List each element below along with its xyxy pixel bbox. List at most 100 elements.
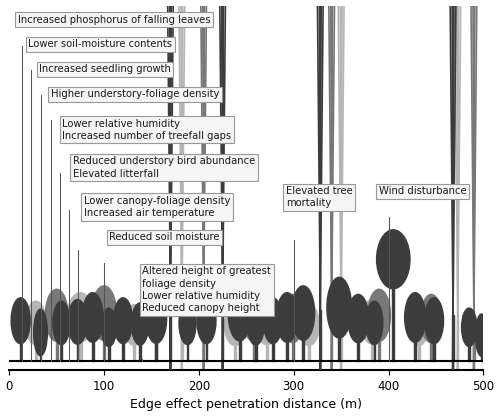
Bar: [222, 308, 224, 361]
Ellipse shape: [256, 301, 278, 344]
Ellipse shape: [476, 314, 488, 356]
Text: Wind disturbance: Wind disturbance: [378, 186, 466, 196]
Bar: [56, 332, 58, 361]
Bar: [181, 317, 182, 361]
Ellipse shape: [82, 293, 103, 342]
Ellipse shape: [146, 294, 167, 343]
Ellipse shape: [34, 309, 48, 356]
Text: Reduced soil moisture: Reduced soil moisture: [110, 232, 220, 242]
Ellipse shape: [421, 294, 442, 343]
Bar: [234, 338, 236, 361]
Bar: [272, 335, 274, 361]
Ellipse shape: [92, 286, 116, 340]
Bar: [108, 339, 110, 361]
Ellipse shape: [101, 308, 116, 347]
Ellipse shape: [197, 298, 216, 344]
Text: Lower canopy-foliage density
Increased air temperature: Lower canopy-foliage density Increased a…: [84, 196, 230, 218]
Ellipse shape: [132, 303, 148, 345]
Bar: [452, 314, 454, 361]
Text: Elevated tree
mortality: Elevated tree mortality: [286, 186, 352, 208]
X-axis label: Edge effect penetration distance (m): Edge effect penetration distance (m): [130, 399, 362, 412]
Bar: [372, 336, 374, 361]
Ellipse shape: [348, 294, 368, 343]
Ellipse shape: [376, 230, 410, 289]
Ellipse shape: [368, 289, 390, 342]
Bar: [308, 338, 310, 361]
Bar: [253, 332, 255, 361]
Text: Lower relative humidity
Increased number of treefall gaps: Lower relative humidity Increased number…: [62, 118, 232, 141]
Bar: [203, 308, 204, 361]
Bar: [320, 311, 321, 361]
Bar: [206, 335, 208, 361]
Bar: [79, 333, 82, 361]
Bar: [392, 274, 394, 361]
Text: Altered height of greatest
foliage density
Lower relative humidity
Reduced canop: Altered height of greatest foliage densi…: [142, 266, 271, 314]
Bar: [60, 337, 62, 361]
Ellipse shape: [67, 293, 94, 342]
Bar: [187, 337, 188, 361]
Bar: [457, 319, 458, 361]
Ellipse shape: [361, 299, 384, 344]
Ellipse shape: [462, 308, 476, 347]
Bar: [374, 337, 375, 361]
Ellipse shape: [11, 298, 30, 344]
Bar: [340, 319, 342, 361]
Ellipse shape: [292, 286, 314, 340]
Bar: [134, 338, 136, 361]
Ellipse shape: [146, 298, 166, 344]
Bar: [358, 334, 359, 361]
Bar: [302, 331, 304, 361]
Bar: [255, 337, 256, 361]
Ellipse shape: [53, 301, 70, 344]
Ellipse shape: [264, 298, 282, 344]
Bar: [20, 335, 21, 361]
Text: Increased seedling growth: Increased seedling growth: [39, 64, 171, 74]
Bar: [286, 333, 288, 361]
Bar: [414, 333, 416, 361]
Ellipse shape: [410, 305, 428, 346]
Ellipse shape: [124, 305, 145, 346]
Bar: [338, 327, 340, 361]
Bar: [292, 334, 294, 361]
Ellipse shape: [276, 293, 297, 342]
Ellipse shape: [424, 298, 444, 344]
Bar: [481, 348, 482, 361]
Ellipse shape: [298, 305, 320, 346]
Text: Higher understory-foliage density: Higher understory-foliage density: [51, 89, 220, 99]
Ellipse shape: [404, 293, 425, 342]
Bar: [103, 331, 105, 361]
Bar: [76, 336, 78, 361]
Ellipse shape: [114, 298, 132, 344]
Bar: [331, 311, 332, 361]
Bar: [473, 316, 474, 361]
Bar: [238, 331, 240, 361]
Bar: [430, 334, 432, 361]
Ellipse shape: [46, 289, 68, 342]
Ellipse shape: [242, 289, 266, 342]
Ellipse shape: [327, 277, 351, 338]
Bar: [378, 332, 380, 361]
Bar: [468, 339, 470, 361]
Bar: [433, 335, 435, 361]
Bar: [418, 338, 420, 361]
Ellipse shape: [26, 301, 46, 344]
Text: Lower soil-moisture contents: Lower soil-moisture contents: [28, 40, 172, 50]
Bar: [156, 335, 157, 361]
Text: Increased phosphorus of falling leaves: Increased phosphorus of falling leaves: [18, 15, 210, 25]
Ellipse shape: [68, 299, 87, 344]
Bar: [35, 337, 36, 361]
Ellipse shape: [282, 294, 303, 343]
Bar: [156, 334, 157, 361]
Text: Reduced understory bird abundance
Elevated litterfall: Reduced understory bird abundance Elevat…: [73, 156, 255, 178]
Ellipse shape: [366, 301, 383, 344]
Bar: [140, 337, 141, 361]
Bar: [92, 333, 94, 361]
Ellipse shape: [228, 288, 251, 341]
Ellipse shape: [248, 303, 264, 345]
Bar: [266, 337, 268, 361]
Bar: [170, 305, 171, 361]
Bar: [40, 347, 42, 361]
Ellipse shape: [224, 305, 246, 346]
Bar: [122, 335, 124, 361]
Ellipse shape: [179, 301, 196, 344]
